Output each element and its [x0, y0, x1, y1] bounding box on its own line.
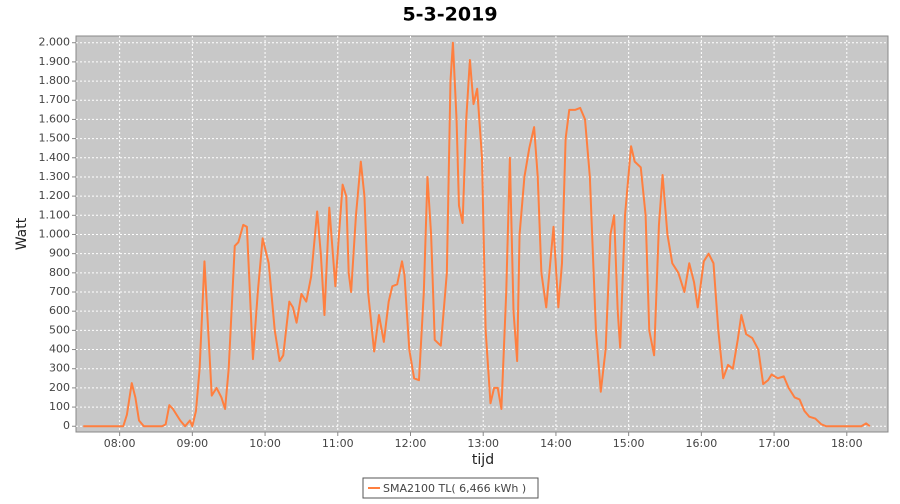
x-tick-label: 17:00: [758, 437, 790, 450]
y-tick-label: 1.700: [39, 93, 71, 106]
y-tick-label: 200: [49, 381, 70, 394]
x-tick-label: 11:00: [322, 437, 354, 450]
y-tick-label: 500: [49, 323, 70, 336]
x-tick-label: 12:00: [395, 437, 427, 450]
y-tick-label: 1.800: [39, 74, 71, 87]
y-tick-label: 1.200: [39, 189, 71, 202]
y-tick-label: 1.900: [39, 55, 71, 68]
x-tick-label: 15:00: [613, 437, 645, 450]
y-tick-label: 2.000: [39, 36, 71, 49]
y-tick-label: 1.100: [39, 208, 71, 221]
legend-box: [362, 477, 539, 499]
x-tick-label: 18:00: [831, 437, 863, 450]
y-tick-label: 1.600: [39, 112, 71, 125]
x-tick-label: 16:00: [686, 437, 718, 450]
x-tick-label: 09:00: [176, 437, 208, 450]
x-tick-label: 14:00: [540, 437, 572, 450]
y-tick-label: 900: [49, 247, 70, 260]
y-axis-title: Watt: [14, 217, 30, 250]
y-tick-label: 400: [49, 343, 70, 356]
legend-label: SMA2100 TL( 6,466 kWh ): [383, 482, 526, 495]
y-tick-label: 800: [49, 266, 70, 279]
y-tick-label: 1.300: [39, 170, 71, 183]
y-tick-label: 1.400: [39, 151, 71, 164]
chart-title: 5-3-2019: [402, 4, 497, 26]
y-tick-label: 700: [49, 285, 70, 298]
x-tick-label: 13:00: [467, 437, 499, 450]
data-line: [83, 41, 871, 428]
x-tick-label: 08:00: [104, 437, 136, 450]
y-tick-label: 1.000: [39, 227, 71, 240]
y-tick-label: 0: [63, 419, 70, 432]
y-tick-label: 100: [49, 400, 70, 413]
y-tick-label: 600: [49, 304, 70, 317]
y-tick-label: 1.500: [39, 132, 71, 145]
y-tick-label: 300: [49, 362, 70, 375]
x-axis-title: tijd: [472, 452, 494, 468]
x-tick-label: 10:00: [249, 437, 281, 450]
